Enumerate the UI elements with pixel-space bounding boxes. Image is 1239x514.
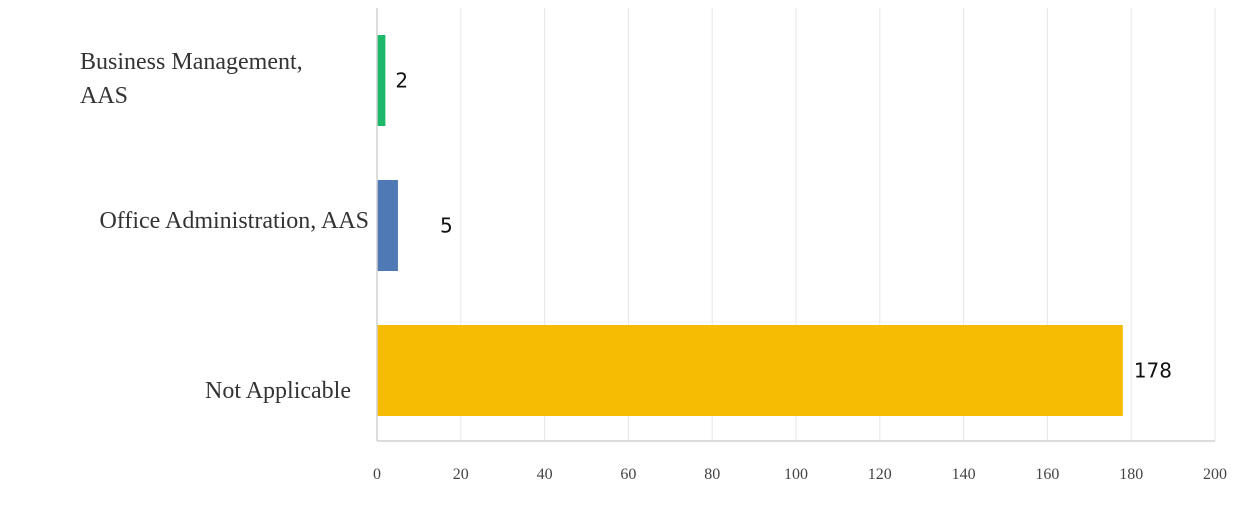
bars: [377, 35, 1123, 416]
bar-1: [377, 180, 398, 271]
x-tick-label-100: 100: [784, 466, 808, 483]
data-label-1: 5: [440, 214, 453, 238]
data-label-0: 2: [395, 69, 408, 93]
x-tick-label-80: 80: [704, 466, 720, 483]
bar-2: [377, 325, 1123, 416]
x-tick-label-140: 140: [952, 466, 976, 483]
x-tick-label-20: 20: [453, 466, 469, 483]
x-tick-label-60: 60: [620, 466, 636, 483]
x-tick-label-180: 180: [1119, 466, 1143, 483]
x-tick-label-120: 120: [868, 466, 892, 483]
x-tick-label-40: 40: [537, 466, 553, 483]
x-tick-label-0: 0: [373, 466, 381, 483]
axes: [376, 8, 1215, 442]
x-tick-label-200: 200: [1203, 466, 1227, 483]
labels: 0 20 40 60 80 100 120 140 160 180 200 2 Business Man…: [80, 49, 1227, 483]
category-label-0-line-0: Business Management,: [80, 49, 303, 75]
gridlines: [460, 8, 1216, 441]
category-label-2: Not Applicable: [205, 378, 351, 404]
category-label-0-line-1: AAS: [80, 83, 128, 109]
x-tick-label-160: 160: [1035, 466, 1059, 483]
bar-0: [377, 35, 386, 126]
data-label-2: 178: [1134, 359, 1172, 383]
category-label-1: Office Administration, AAS: [99, 208, 369, 234]
